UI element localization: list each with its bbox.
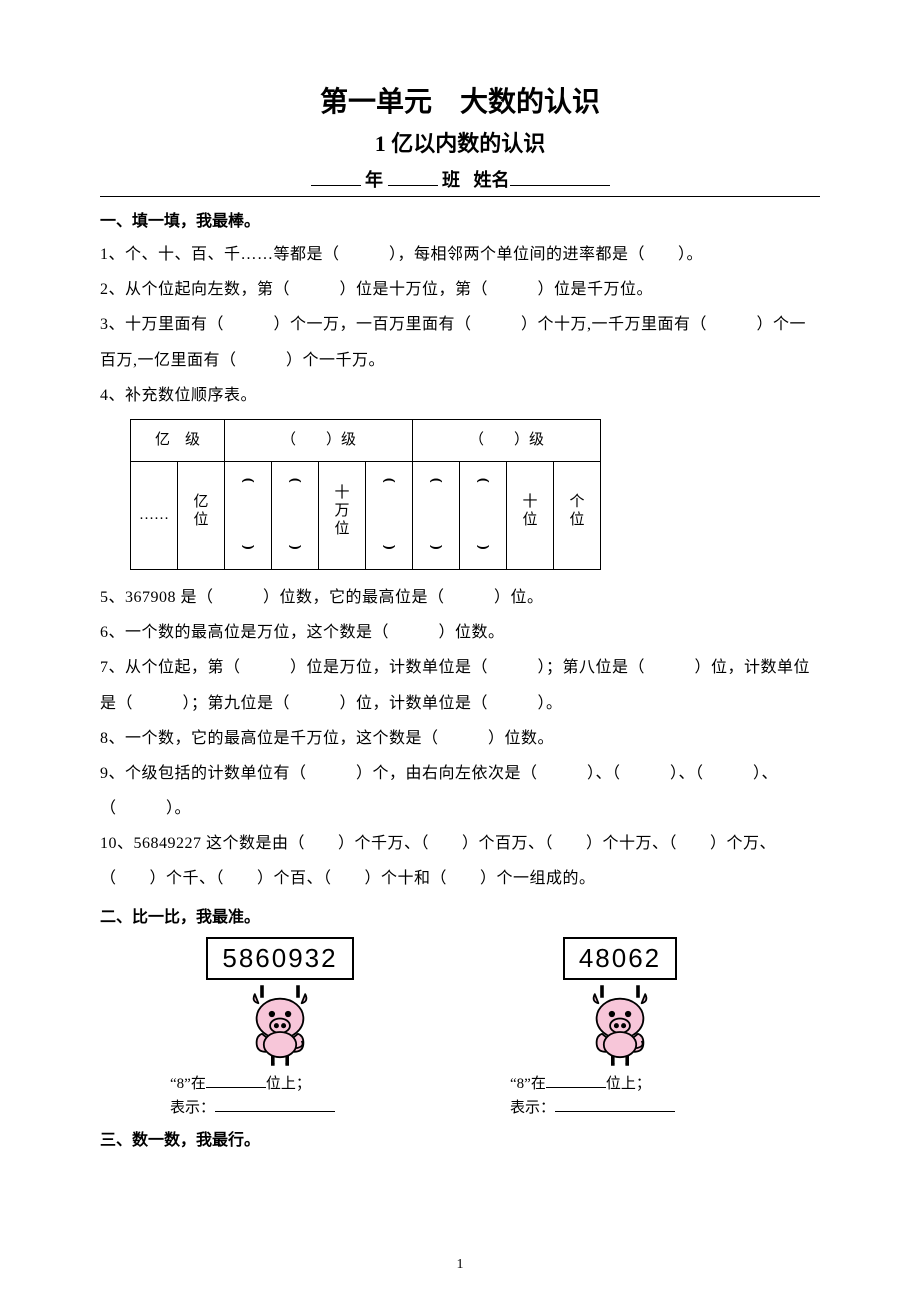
pig-caption-b: “8”在 位上； 表示： (510, 1072, 730, 1120)
caption-line2: 表示： (510, 1100, 555, 1116)
label-year: 年 (361, 170, 384, 190)
cell-shi-pos: 十位 (507, 461, 554, 569)
label-name: 姓名 (474, 170, 510, 190)
cell-yi-pos: 亿位 (178, 461, 225, 569)
cell-blank-pos-4: ⌢⌣ (413, 461, 460, 569)
place-value-table: 亿 级 （ ）级 （ ）级 …… 亿位 ⌢⌣ ⌢⌣ 十万位 ⌢⌣ ⌢⌣ ⌢⌣ 十… (130, 419, 601, 570)
page-number: 1 (0, 1257, 920, 1273)
cell-blank-level-1: （ ）级 (225, 419, 413, 461)
blank-meaning-b[interactable] (555, 1096, 675, 1112)
q9: 9、个级包括的计数单位有（ ）个，由右向左依次是（ ）、（ ）、（ ）、（ ）。 (100, 756, 820, 826)
page: 第一单元 大数的认识 1 亿以内数的认识 年 班 姓名 一、填一填，我最棒。 1… (0, 0, 920, 1303)
blank-class[interactable] (388, 167, 438, 186)
section-3-head: 三、数一数，我最行。 (100, 1126, 820, 1150)
caption-pre: “8”在 (170, 1076, 206, 1092)
blank-year[interactable] (311, 167, 361, 186)
pig-caption-a: “8”在 位上； 表示： (170, 1072, 390, 1120)
q2: 2、从个位起向左数，第（ ）位是十万位，第（ ）位是千万位。 (100, 272, 820, 307)
blank-meaning-a[interactable] (215, 1096, 335, 1112)
cell-blank-pos-1: ⌢⌣ (225, 461, 272, 569)
table-row: …… 亿位 ⌢⌣ ⌢⌣ 十万位 ⌢⌣ ⌢⌣ ⌢⌣ 十位 个位 (131, 461, 601, 569)
cell-yi-level: 亿 级 (131, 419, 225, 461)
cell-blank-pos-3: ⌢⌣ (366, 461, 413, 569)
pig-block-a: 5860932 (170, 937, 390, 1120)
cell-blank-level-2: （ ）级 (413, 419, 601, 461)
q8: 8、一个数，它的最高位是千万位，这个数是（ ）位数。 (100, 721, 820, 756)
sign-b: 48062 (563, 937, 677, 980)
student-info-line: 年 班 姓名 (100, 166, 820, 192)
q3: 3、十万里面有（ ）个一万，一百万里面有（ ）个十万,一千万里面有（ ）个一百万… (100, 307, 820, 377)
table-row: 亿 级 （ ）级 （ ）级 (131, 419, 601, 461)
section-1-head: 一、填一填，我最棒。 (100, 207, 820, 231)
q5: 5、367908 是（ ）位数，它的最高位是（ ）位。 (100, 580, 820, 615)
section-2-head: 二、比一比，我最准。 (100, 903, 820, 927)
blank-name[interactable] (510, 167, 610, 186)
pig-icon (575, 978, 665, 1068)
caption-line2: 表示： (170, 1100, 215, 1116)
cell-shiwan-pos: 十万位 (319, 461, 366, 569)
cell-blank-pos-5: ⌢⌣ (460, 461, 507, 569)
unit-title: 第一单元 大数的认识 (100, 80, 820, 120)
caption-post: 位上； (266, 1076, 311, 1092)
pig-row: 5860932 (170, 937, 820, 1120)
blank-place-b[interactable] (546, 1072, 606, 1088)
q4: 4、补充数位顺序表。 (100, 378, 820, 413)
caption-post: 位上； (606, 1076, 651, 1092)
cell-dots: …… (131, 461, 178, 569)
sign-a: 5860932 (206, 937, 353, 980)
label-class: 班 (438, 170, 461, 190)
cell-blank-pos-2: ⌢⌣ (272, 461, 319, 569)
cell-ge-pos: 个位 (554, 461, 601, 569)
pig-block-b: 48062 (510, 937, 730, 1120)
blank-place-a[interactable] (206, 1072, 266, 1088)
q10: 10、56849227 这个数是由（ ）个千万、（ ）个百万、（ ）个十万、（ … (100, 826, 820, 896)
pig-icon (235, 978, 325, 1068)
sub-title: 1 亿以内数的认识 (100, 126, 820, 158)
q6: 6、一个数的最高位是万位，这个数是（ ）位数。 (100, 615, 820, 650)
questions: 1、个、十、百、千……等都是（ ），每相邻两个单位间的进率都是（ ）。 2、从个… (100, 237, 820, 897)
divider (100, 196, 820, 197)
q7: 7、从个位起，第（ ）位是万位，计数单位是（ ）；第八位是（ ）位，计数单位是（… (100, 650, 820, 720)
caption-pre: “8”在 (510, 1076, 546, 1092)
q1: 1、个、十、百、千……等都是（ ），每相邻两个单位间的进率都是（ ）。 (100, 237, 820, 272)
